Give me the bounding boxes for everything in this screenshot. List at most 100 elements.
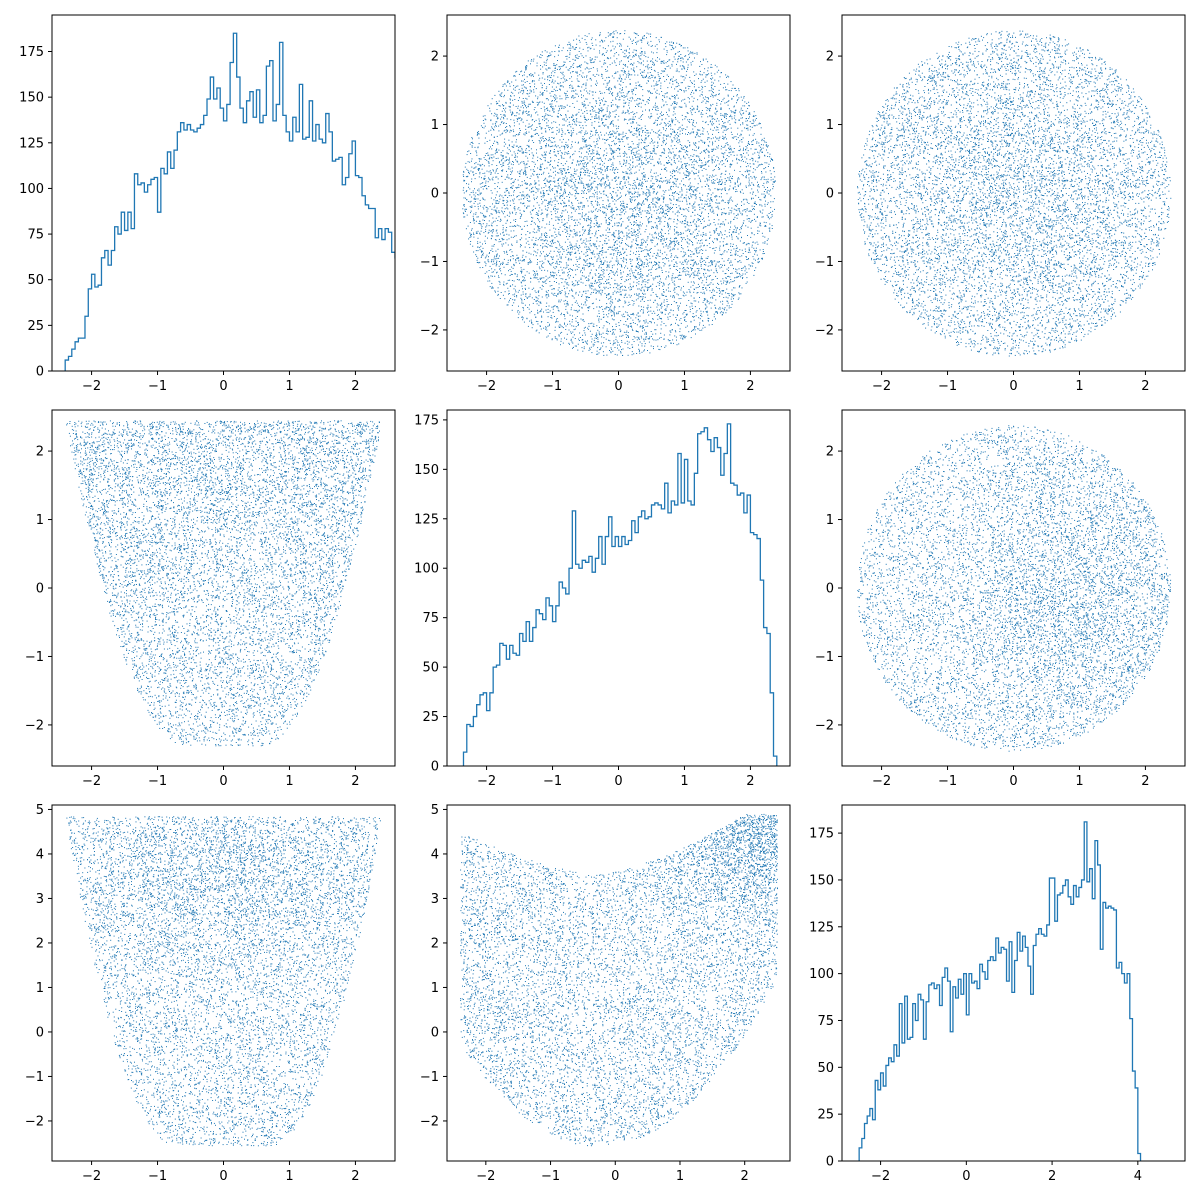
scatter-point bbox=[656, 60, 658, 62]
scatter-point bbox=[514, 153, 516, 155]
scatter-point bbox=[554, 65, 556, 67]
scatter-point bbox=[515, 145, 517, 147]
scatter-point bbox=[600, 169, 602, 170]
scatter-point bbox=[647, 161, 649, 163]
scatter-point bbox=[571, 135, 572, 137]
scatter-point bbox=[592, 250, 594, 252]
scatter-point bbox=[701, 85, 703, 87]
scatter-point bbox=[718, 139, 720, 141]
scatter-point bbox=[576, 246, 578, 248]
scatter-point bbox=[568, 172, 570, 173]
scatter-point bbox=[611, 257, 613, 259]
scatter-point bbox=[618, 214, 620, 216]
scatter-point bbox=[707, 180, 708, 182]
scatter-point bbox=[552, 240, 553, 242]
scatter-point bbox=[513, 264, 515, 266]
scatter-point bbox=[642, 162, 644, 164]
scatter-point bbox=[679, 65, 681, 67]
scatter-point bbox=[677, 243, 679, 244]
scatter-point bbox=[493, 261, 495, 263]
scatter-point bbox=[648, 177, 649, 179]
scatter-point bbox=[755, 118, 757, 119]
scatter-point bbox=[700, 181, 702, 183]
scatter-point bbox=[528, 195, 530, 197]
scatter-point bbox=[600, 318, 602, 320]
scatter-point bbox=[770, 176, 772, 178]
scatter-point bbox=[621, 240, 623, 241]
scatter-point bbox=[625, 55, 627, 57]
scatter-point bbox=[686, 304, 688, 306]
scatter-point bbox=[673, 192, 675, 194]
scatter-point bbox=[623, 156, 625, 157]
scatter-point bbox=[534, 314, 536, 316]
scatter-point bbox=[569, 196, 570, 198]
scatter-point bbox=[751, 198, 752, 200]
scatter-point bbox=[655, 226, 657, 228]
scatter-point bbox=[568, 329, 570, 331]
scatter-point bbox=[545, 145, 547, 147]
scatter-point bbox=[574, 123, 576, 125]
scatter-point bbox=[638, 128, 640, 130]
scatter-point bbox=[730, 307, 732, 308]
scatter-point bbox=[531, 136, 533, 138]
scatter-point bbox=[571, 230, 573, 232]
scatter-point bbox=[552, 224, 554, 226]
scatter-point bbox=[490, 230, 492, 232]
scatter-point bbox=[748, 243, 750, 245]
scatter-point bbox=[629, 118, 631, 120]
scatter-point bbox=[582, 313, 584, 315]
scatter-point bbox=[534, 170, 536, 172]
scatter-point bbox=[625, 311, 627, 313]
scatter-point bbox=[672, 120, 674, 122]
scatter-point bbox=[673, 265, 674, 267]
scatter-point bbox=[550, 106, 552, 108]
scatter-point bbox=[492, 145, 493, 146]
scatter-point bbox=[561, 133, 563, 135]
scatter-point bbox=[488, 165, 490, 167]
scatter-point bbox=[621, 231, 623, 233]
scatter-point bbox=[538, 184, 540, 186]
scatter-point bbox=[609, 287, 611, 289]
scatter-point bbox=[699, 192, 701, 194]
scatter-point bbox=[602, 269, 604, 270]
scatter-point bbox=[495, 239, 497, 241]
scatter-point bbox=[556, 192, 558, 194]
scatter-point bbox=[648, 279, 650, 281]
scatter-point bbox=[581, 75, 583, 77]
scatter-point bbox=[573, 329, 575, 331]
scatter-point bbox=[734, 169, 735, 171]
scatter-point bbox=[728, 293, 730, 295]
scatter-point bbox=[493, 170, 494, 172]
scatter-point bbox=[633, 55, 635, 57]
scatter-point bbox=[672, 131, 674, 133]
scatter-point bbox=[735, 268, 737, 270]
scatter-point bbox=[537, 175, 539, 177]
scatter-point bbox=[717, 233, 719, 235]
scatter-point bbox=[564, 182, 566, 184]
scatter-point bbox=[549, 263, 551, 265]
scatter-point bbox=[709, 121, 711, 123]
scatter-point bbox=[722, 155, 724, 157]
scatter-point bbox=[712, 159, 714, 161]
scatter-point bbox=[518, 289, 520, 291]
scatter-point bbox=[584, 121, 586, 123]
scatter-point bbox=[746, 243, 748, 245]
scatter-point bbox=[657, 253, 659, 255]
scatter-point bbox=[605, 306, 607, 308]
scatter-point bbox=[557, 54, 559, 56]
scatter-point bbox=[494, 172, 496, 174]
scatter-point bbox=[522, 121, 524, 123]
scatter-point bbox=[587, 290, 589, 292]
scatter-point bbox=[723, 129, 725, 131]
scatter-point bbox=[525, 194, 527, 196]
scatter-point bbox=[681, 82, 683, 84]
scatter-point bbox=[574, 230, 576, 232]
scatter-point bbox=[620, 286, 622, 288]
scatter-point bbox=[714, 73, 716, 75]
scatter-point bbox=[652, 200, 654, 202]
scatter-point bbox=[631, 208, 633, 210]
scatter-point bbox=[636, 50, 637, 52]
scatter-point bbox=[676, 265, 678, 267]
scatter-point bbox=[544, 157, 546, 159]
scatter-point bbox=[662, 215, 664, 217]
